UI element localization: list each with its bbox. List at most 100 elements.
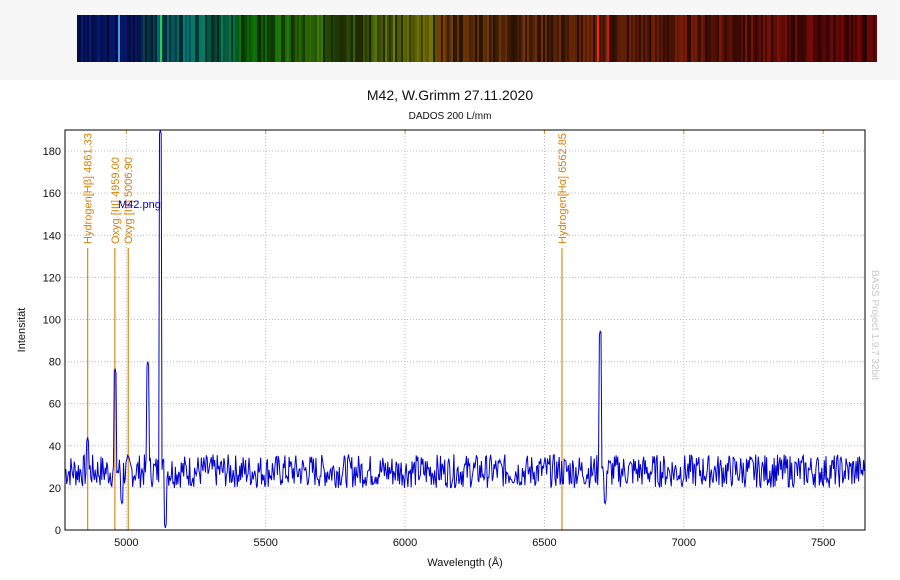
strip-band — [697, 15, 699, 62]
strip-band — [723, 15, 725, 62]
strip-band — [219, 15, 221, 62]
strip-band — [847, 15, 849, 62]
strip-band — [295, 15, 297, 62]
strip-band — [133, 15, 135, 62]
strip-band — [571, 15, 573, 62]
strip-band — [735, 15, 737, 62]
strip-band — [505, 15, 507, 62]
strip-band — [389, 15, 391, 62]
strip-band — [657, 15, 659, 62]
strip-band — [529, 15, 531, 62]
strip-band — [737, 15, 739, 62]
strip-band — [251, 15, 253, 62]
strip-band — [253, 15, 255, 62]
emission-line-markers: Hydrogen[Hβ] 4861.33 Oxyg [III] 4959.00 Ox… — [83, 133, 569, 530]
strip-band — [85, 15, 87, 62]
strip-band — [187, 15, 189, 62]
strip-band — [453, 15, 455, 62]
strip-band — [353, 15, 355, 62]
strip-band — [729, 15, 731, 62]
strip-band — [687, 15, 689, 62]
strip-band — [283, 15, 285, 62]
y-axis-tick-labels: 0 20 40 60 80 100 120 140 160 180 — [43, 146, 61, 537]
strip-band — [153, 15, 155, 62]
strip-band — [423, 15, 425, 62]
strip-band — [287, 15, 289, 62]
strip-band — [267, 15, 269, 62]
strip-band — [623, 15, 625, 62]
strip-band — [95, 15, 97, 62]
strip-band — [503, 15, 505, 62]
strip-band — [279, 15, 281, 62]
strip-band — [379, 15, 381, 62]
strip-band — [755, 15, 757, 62]
strip-band — [585, 15, 587, 62]
strip-band — [561, 15, 563, 62]
strip-band — [637, 15, 639, 62]
y-tick-label: 80 — [49, 357, 61, 369]
strip-band — [375, 15, 377, 62]
strip-band — [237, 15, 239, 62]
strip-band — [451, 15, 453, 62]
strip-band — [759, 15, 761, 62]
strip-band — [773, 15, 775, 62]
strip-band — [145, 15, 147, 62]
strip-band — [513, 15, 515, 62]
strip-band — [609, 15, 611, 62]
strip-band — [813, 15, 815, 62]
strip-band — [141, 15, 143, 62]
strip-band — [553, 15, 555, 62]
strip-band — [185, 15, 187, 62]
strip-band — [99, 15, 101, 62]
strip-band — [507, 15, 509, 62]
strip-band — [463, 15, 465, 62]
strip-band — [869, 15, 871, 62]
strip-band — [779, 15, 781, 62]
strip-band — [205, 15, 207, 62]
strip-band — [769, 15, 771, 62]
strip-band — [521, 15, 523, 62]
strip-band — [557, 15, 559, 62]
strip-band — [555, 15, 557, 62]
strip-band — [239, 15, 241, 62]
y-tick-label: 160 — [43, 188, 61, 200]
strip-band — [819, 15, 821, 62]
strip-band — [839, 15, 841, 62]
strip-band — [541, 15, 543, 62]
strip-band — [167, 15, 169, 62]
strip-band — [777, 15, 779, 62]
strip-band — [833, 15, 835, 62]
strip-band — [783, 15, 785, 62]
strip-band — [681, 15, 683, 62]
strip-band — [539, 15, 541, 62]
strip-band — [407, 15, 409, 62]
strip-band — [381, 15, 383, 62]
strip-band — [775, 15, 777, 62]
strip-band — [473, 15, 475, 62]
strip-band — [761, 15, 763, 62]
y-tick-label: 40 — [49, 441, 61, 453]
strip-band — [641, 15, 643, 62]
strip-band — [197, 15, 199, 62]
strip-band — [331, 15, 333, 62]
strip-emission-band — [607, 15, 609, 62]
strip-band — [437, 15, 439, 62]
strip-band — [817, 15, 819, 62]
strip-band — [461, 15, 463, 62]
strip-band — [643, 15, 645, 62]
strip-band — [439, 15, 441, 62]
strip-band — [673, 15, 675, 62]
strip-band — [831, 15, 833, 62]
grid-lines — [65, 130, 865, 530]
y-tick-label: 140 — [43, 230, 61, 242]
strip-band — [393, 15, 395, 62]
strip-band — [297, 15, 299, 62]
x-tick-label: 5000 — [114, 537, 138, 549]
strip-band — [627, 15, 629, 62]
strip-band — [639, 15, 641, 62]
strip-band — [137, 15, 139, 62]
strip-band — [211, 15, 213, 62]
strip-band — [683, 15, 685, 62]
strip-band — [703, 15, 705, 62]
